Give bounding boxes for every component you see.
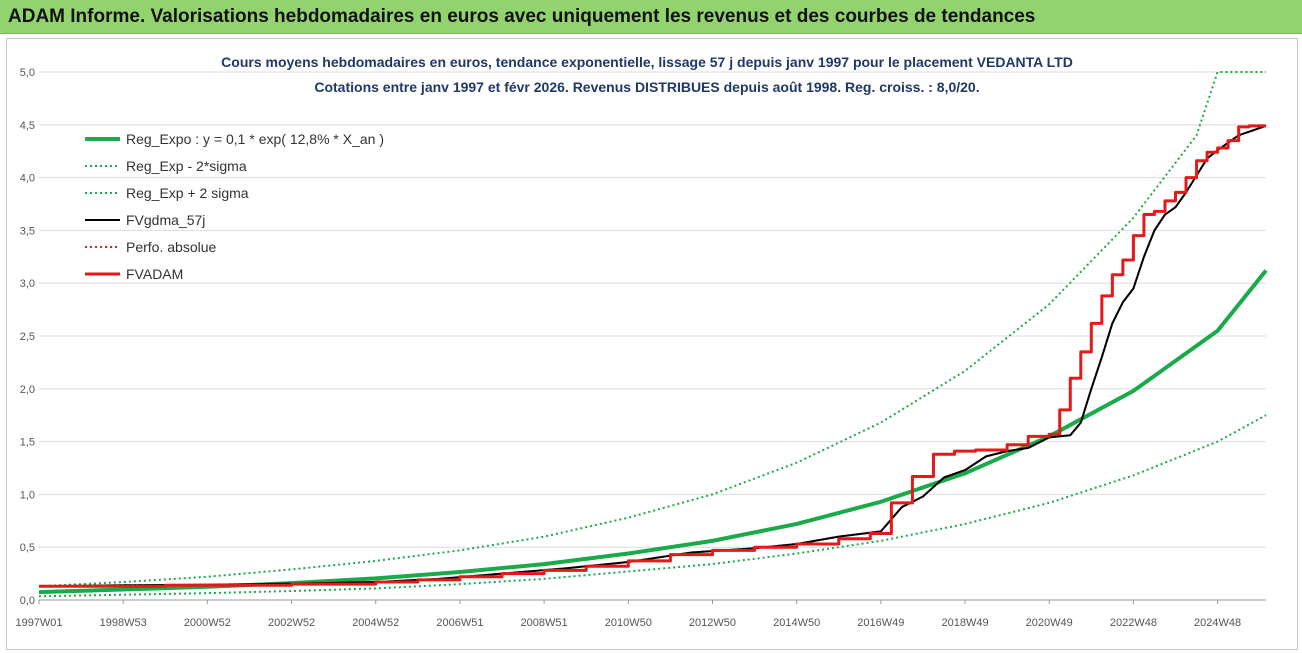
x-tick-label: 2008W51 (521, 617, 568, 629)
x-tick-label: 2022W48 (1110, 617, 1157, 629)
series-line-0 (38, 269, 1268, 595)
series-line-2 (38, 71, 1266, 588)
y-tick-label: 1,0 (20, 489, 35, 501)
y-tick-label: 0,5 (20, 542, 35, 554)
legend-label: Perfo. absolue (126, 239, 216, 255)
y-tick-label: 2,5 (20, 331, 35, 343)
series-line-1 (38, 414, 1267, 598)
y-tick-label: 1,5 (20, 437, 35, 449)
report-banner: ADAM Informe. Valorisations hebdomadaire… (0, 0, 1302, 34)
series-line-5 (39, 124, 1266, 588)
legend-label: Reg_Exp + 2 sigma (126, 185, 249, 201)
x-tick-label: 2000W52 (184, 617, 231, 629)
y-tick-label: 5,0 (20, 67, 35, 79)
x-tick-label: 2024W48 (1194, 617, 1241, 629)
y-tick-label: 3,5 (20, 225, 35, 237)
legend-label: Reg_Exp - 2*sigma (126, 158, 247, 174)
y-tick-label: 2,0 (20, 384, 35, 396)
x-tick-label: 2004W52 (352, 617, 399, 629)
x-tick-label: 2018W49 (941, 617, 988, 629)
chart-frame: Cours moyens hebdomadaires en euros, ten… (6, 38, 1298, 650)
legend-label: Reg_Expo : y = 0,1 * exp( 12,8% * X_an ) (126, 131, 384, 147)
x-tick-label: 2020W49 (1026, 617, 1073, 629)
x-tick-label: 2014W50 (773, 617, 820, 629)
x-tick-label: 2012W50 (689, 617, 736, 629)
y-tick-label: 4,5 (20, 120, 35, 132)
x-tick-label: 2010W50 (605, 617, 652, 629)
series-lines (38, 71, 1268, 598)
axes: 0,0 0,5 1,0 1,5 2,0 2,5 3,0 3,5 4,0 4,5 5,0 1997W01… (15, 67, 1266, 629)
chart-subtitle: Cotations entre janv 1997 et févr 2026. … (314, 79, 979, 95)
grid (39, 71, 1266, 601)
legend: Reg_Expo : y = 0,1 * exp( 12,8% * X_an )… (85, 131, 384, 282)
line-chart: Cours moyens hebdomadaires en euros, ten… (15, 54, 1268, 629)
legend-label: FVgdma_57j (126, 212, 205, 228)
legend-label: FVADAM (126, 266, 183, 282)
report-title: ADAM Informe. Valorisations hebdomadaire… (8, 6, 1036, 27)
x-tick-label: 2016W49 (857, 617, 904, 629)
x-tick-label: 2006W51 (436, 617, 483, 629)
x-tick-label: 2002W52 (268, 617, 315, 629)
y-tick-label: 0,0 (20, 595, 35, 607)
x-tick-label: 1998W53 (100, 617, 147, 629)
x-tick-label: 1997W01 (15, 617, 62, 629)
chart-title: Cours moyens hebdomadaires en euros, ten… (221, 54, 1073, 70)
y-tick-label: 3,0 (20, 278, 35, 290)
y-tick-label: 4,0 (20, 173, 35, 185)
